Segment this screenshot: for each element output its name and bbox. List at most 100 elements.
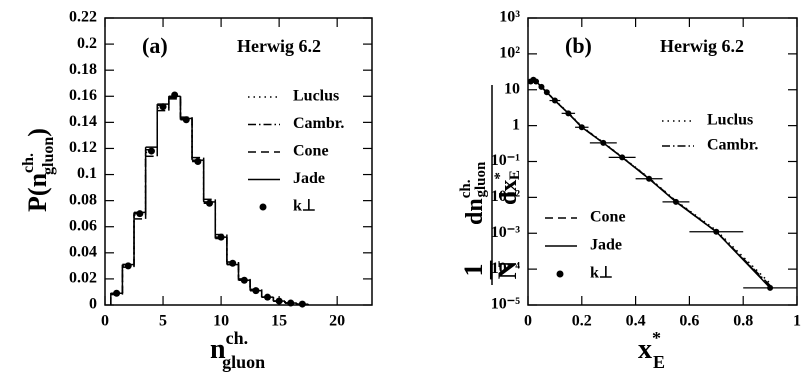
y-label-close: ) xyxy=(23,128,52,137)
data-point xyxy=(264,293,272,301)
y-tick-label: 10⁻³ xyxy=(491,224,520,241)
x-axis-label: nch. gluon xyxy=(210,328,265,372)
y-tick-label: 10⁻² xyxy=(491,188,520,205)
x-tick-label: 0.2 xyxy=(572,313,592,330)
legend-label: k⊥ xyxy=(293,198,316,215)
x-tick-label: 10 xyxy=(213,313,229,330)
y-tick-label: 0.14 xyxy=(69,113,97,130)
data-point xyxy=(646,175,653,182)
x-tick-label: 0 xyxy=(524,313,532,330)
y-label-main: P(n xyxy=(23,172,52,212)
y-label-den-sub: E xyxy=(507,170,523,180)
y-tick-label: 0.18 xyxy=(69,61,97,78)
panel-label: (a) xyxy=(142,33,168,58)
legend-label: Cambr. xyxy=(293,115,344,132)
data-point xyxy=(551,97,558,104)
y-axis-label: P(nch. gluon) xyxy=(20,128,57,212)
y-label-den-main: dx xyxy=(496,180,522,205)
data-point xyxy=(578,124,585,131)
legend-label: Jade xyxy=(590,237,622,254)
data-point xyxy=(538,83,545,90)
data-point xyxy=(124,262,132,270)
y-label-sup: ch. xyxy=(20,153,37,173)
plot-frame xyxy=(104,17,373,306)
panel: 0 5 10 15 20 0 0.02 0.04 0.06 0.08 0.1 0.12 0.14 0.16… xyxy=(20,9,373,372)
y-tick-label: 0.06 xyxy=(69,217,97,234)
data-point xyxy=(672,198,679,205)
data-point xyxy=(147,147,155,155)
x-tick-label: 15 xyxy=(271,313,287,330)
y-label-prefix: 1 xyxy=(459,264,488,277)
data-point xyxy=(252,287,260,295)
data-point xyxy=(136,210,144,218)
y-tick-label: 0.22 xyxy=(69,9,97,26)
plot-frame xyxy=(527,17,798,306)
legend-label: Cone xyxy=(590,209,626,226)
panel: 0 0.2 0.4 0.6 0.8 110³10²10110⁻¹10⁻²10⁻³10⁻⁴1… xyxy=(458,9,801,372)
x-label-sub: E xyxy=(653,352,665,372)
y-tick-label: 1 xyxy=(512,116,520,133)
x-tick-label: 0.4 xyxy=(626,313,646,330)
y-label-num-sub: gluon xyxy=(473,161,489,198)
data-point xyxy=(182,116,190,124)
y-tick-label: 10² xyxy=(499,45,520,62)
legend-marker xyxy=(556,270,564,278)
x-axis-label: x* E xyxy=(638,328,665,372)
y-label-denominator: dx*E xyxy=(492,170,523,205)
y-tick-label: 0.02 xyxy=(69,270,97,287)
x-label-main: x xyxy=(638,334,652,365)
x-tick-label: 20 xyxy=(329,313,345,330)
data-point xyxy=(767,284,774,291)
x-tick-label: 0 xyxy=(101,313,109,330)
data-point xyxy=(194,158,202,165)
data-point xyxy=(159,103,167,111)
y-tick-label: 10⁻⁴ xyxy=(491,260,520,277)
legend-label: k⊥ xyxy=(590,265,613,282)
y-tick-label: 0.2 xyxy=(77,35,97,52)
data-point xyxy=(275,297,283,305)
data-point xyxy=(533,78,540,85)
series-line xyxy=(530,78,771,287)
y-tick-label: 10⁻⁵ xyxy=(491,296,520,313)
data-point xyxy=(171,91,179,99)
x-label-main: n xyxy=(210,334,226,365)
y-label-num-main: dn xyxy=(462,198,488,225)
generator-label: Herwig 6.2 xyxy=(237,36,321,56)
x-label-sup: ch. xyxy=(226,328,249,348)
y-tick-label: 10³ xyxy=(499,9,520,26)
legend-label: Luclus xyxy=(707,112,753,129)
legend-marker xyxy=(259,203,267,211)
y-tick-label: 0.12 xyxy=(69,139,97,156)
x-label-sup: * xyxy=(652,328,661,348)
y-label-norm: N xyxy=(493,260,522,279)
y-tick-label: 0.16 xyxy=(69,87,97,104)
y-tick-label: 0.04 xyxy=(69,243,97,260)
data-point xyxy=(713,228,720,235)
data-point xyxy=(600,139,607,146)
series-line xyxy=(530,78,771,284)
data-point xyxy=(229,259,237,267)
legend-label: Luclus xyxy=(293,88,339,105)
data-point xyxy=(565,110,572,117)
x-tick-label: 0.6 xyxy=(679,313,699,330)
x-label-sub: gluon xyxy=(222,352,265,372)
data-point xyxy=(298,300,306,308)
data-point xyxy=(543,89,550,96)
legend-label: Cone xyxy=(293,143,329,160)
data-point xyxy=(113,289,121,297)
y-tick-label: 0 xyxy=(89,296,97,313)
generator-label: Herwig 6.2 xyxy=(660,36,744,56)
y-tick-label: 10⁻¹ xyxy=(491,152,520,169)
y-label-num-sup: ch. xyxy=(458,179,474,198)
data-point xyxy=(205,199,213,207)
y-label-den-sup: * xyxy=(492,172,508,180)
x-tick-label: 1 xyxy=(793,313,801,330)
y-tick-label: 10 xyxy=(504,80,520,97)
x-tick-label: 0.8 xyxy=(733,313,753,330)
x-tick-label: 5 xyxy=(159,313,167,330)
legend-label: Cambr. xyxy=(707,137,758,154)
panel-label: (b) xyxy=(565,33,592,58)
y-label-numerator: dnch.gluon xyxy=(458,161,489,225)
